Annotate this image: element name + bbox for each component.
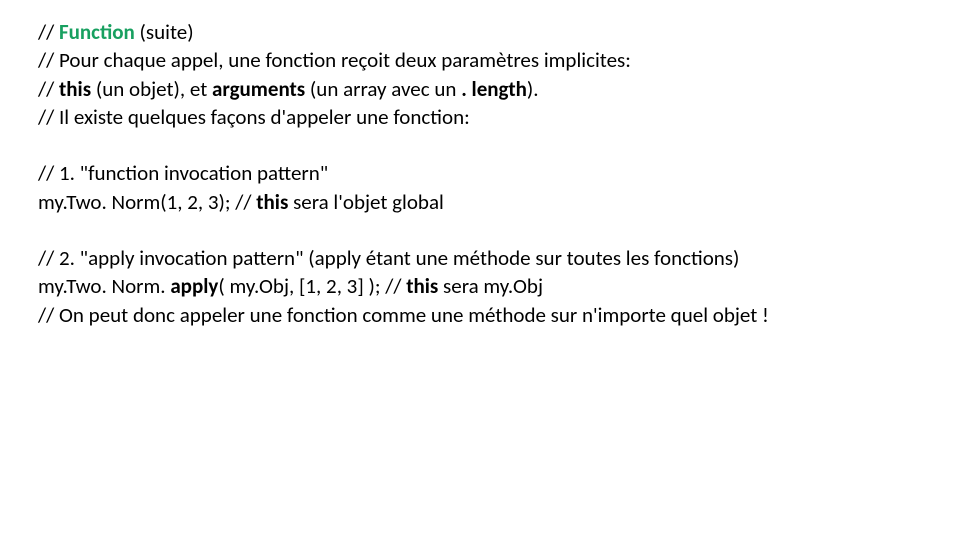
text-line: my.Two. Norm(1, 2, 3); // this sera l'ob… (38, 188, 930, 216)
text-line: // Il existe quelques façons d'appeler u… (38, 103, 930, 131)
text: (un array avec un (305, 76, 461, 102)
paragraph-3: // 2. "apply invocation pattern" (apply … (38, 244, 930, 329)
keyword-this: this (256, 189, 288, 215)
keyword-length: . length (461, 76, 527, 102)
text: // On peut donc appeler une fonction com… (38, 302, 769, 328)
text-line: // Pour chaque appel, une fonction reçoi… (38, 46, 930, 74)
keyword-this: this (406, 273, 438, 299)
text: my.Two. Norm(1, 2, 3); // (38, 189, 256, 215)
paragraph-1: // Function (suite) // Pour chaque appel… (38, 18, 930, 131)
text: my.Two. Norm. (38, 273, 170, 299)
text: // Pour chaque appel, une fonction reçoi… (38, 47, 631, 73)
text-line: // 2. "apply invocation pattern" (apply … (38, 244, 930, 272)
text: ( my.Obj, [1, 2, 3] ); // (218, 273, 406, 299)
text-line: my.Two. Norm. apply( my.Obj, [1, 2, 3] )… (38, 272, 930, 300)
text: // (38, 76, 59, 102)
text: sera my.Obj (438, 273, 543, 299)
text-line: // Function (suite) (38, 18, 930, 46)
text: sera l'objet global (288, 189, 444, 215)
paragraph-2: // 1. "function invocation pattern" my.T… (38, 159, 930, 216)
text: ). (527, 76, 539, 102)
text: // 1. "function invocation pattern" (38, 160, 328, 186)
text: (un objet), et (91, 76, 212, 102)
text: (suite) (135, 19, 194, 45)
slide-content: // Function (suite) // Pour chaque appel… (0, 0, 960, 329)
text-line: // this (un objet), et arguments (un arr… (38, 75, 930, 103)
keyword-arguments: arguments (212, 76, 305, 102)
keyword-apply: apply (170, 273, 218, 299)
text: // Il existe quelques façons d'appeler u… (38, 104, 470, 130)
keyword-this: this (59, 76, 91, 102)
text-line: // 1. "function invocation pattern" (38, 159, 930, 187)
text: // (38, 19, 59, 45)
text: // 2. "apply invocation pattern" (apply … (38, 245, 739, 271)
keyword-function: Function (59, 19, 135, 45)
text-line: // On peut donc appeler une fonction com… (38, 301, 930, 329)
